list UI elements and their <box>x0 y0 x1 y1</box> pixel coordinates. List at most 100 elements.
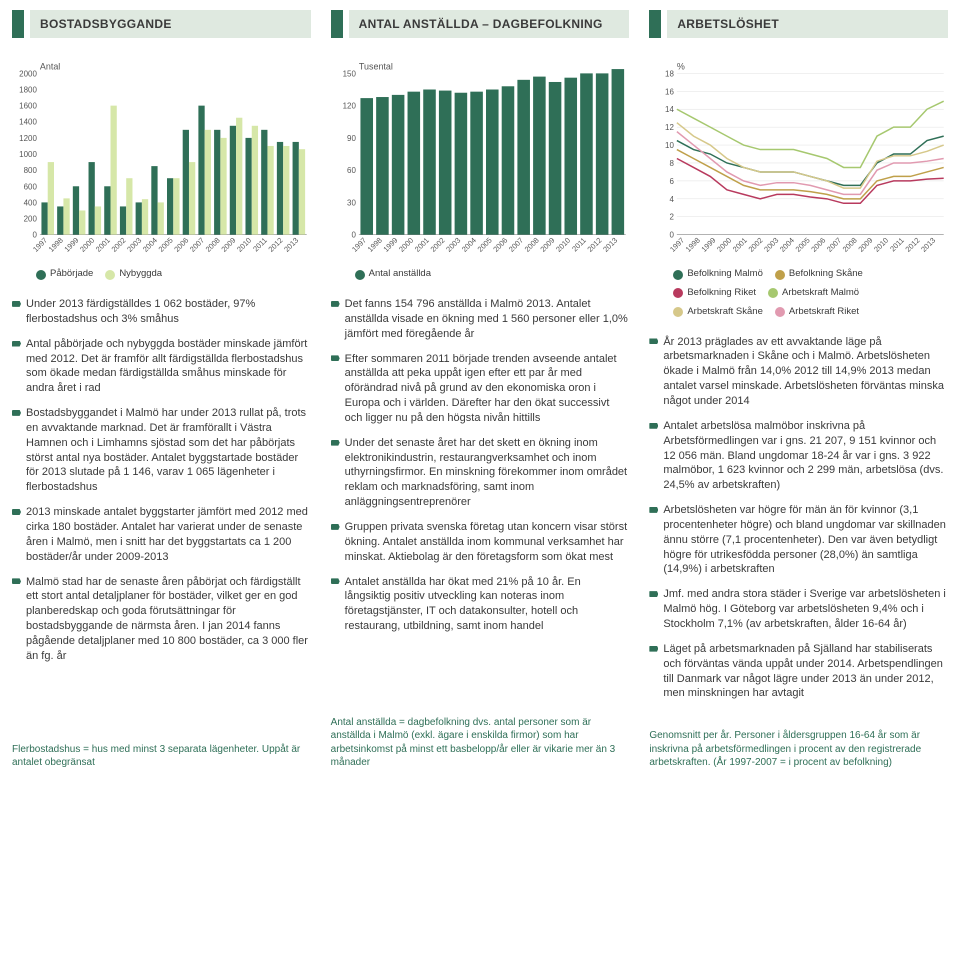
bullets-col1: Under 2013 färdigställdes 1 062 bostäder… <box>12 297 311 674</box>
legend-label: Nybyggda <box>119 268 162 281</box>
svg-text:2001: 2001 <box>94 236 112 254</box>
bullet-item: Antalet anställda har ökat med 21% på 10… <box>331 575 630 634</box>
header-tab: ANTAL ANSTÄLLDA – DAGBEFOLKNING <box>331 10 630 38</box>
legend-item: Nybyggda <box>105 268 162 281</box>
legend-label: Antal anställda <box>369 268 431 281</box>
svg-text:120: 120 <box>342 102 356 111</box>
svg-text:2: 2 <box>670 213 675 222</box>
svg-text:150: 150 <box>342 70 356 79</box>
bullet-item: Under det senaste året har det skett en … <box>331 436 630 510</box>
svg-text:1000: 1000 <box>19 150 37 159</box>
legend-label: Påbörjade <box>50 268 93 281</box>
svg-text:2000: 2000 <box>19 70 37 79</box>
svg-text:%: % <box>677 62 685 72</box>
svg-text:2013: 2013 <box>920 236 938 254</box>
legend-swatch <box>673 307 683 317</box>
svg-text:2004: 2004 <box>778 236 796 254</box>
bullet-item: Jmf. med andra stora städer i Sverige va… <box>649 587 948 632</box>
legend-item: Befolkning Skåne <box>775 268 863 281</box>
svg-text:2012: 2012 <box>266 236 284 254</box>
svg-text:2006: 2006 <box>491 236 509 254</box>
svg-text:2006: 2006 <box>810 236 828 254</box>
svg-text:10: 10 <box>665 141 674 150</box>
svg-text:2004: 2004 <box>141 236 159 254</box>
svg-text:2009: 2009 <box>219 236 237 254</box>
svg-text:1400: 1400 <box>19 118 37 127</box>
svg-text:16: 16 <box>665 87 674 96</box>
svg-text:2001: 2001 <box>731 236 749 254</box>
col-bostadsbyggande: BOSTADSBYGGANDE Antal0200400600800100012… <box>12 10 311 770</box>
svg-text:2003: 2003 <box>763 236 781 254</box>
chart-anstallda: Tusental03060901201501997199819992000200… <box>331 54 630 264</box>
bullet-item: Antal påbörjade och nybyggda bostäder mi… <box>12 337 311 396</box>
svg-text:2005: 2005 <box>794 236 812 254</box>
svg-text:2008: 2008 <box>841 236 859 254</box>
legend-swatch <box>775 270 785 280</box>
svg-text:1999: 1999 <box>700 236 718 254</box>
bullet-item: Det fanns 154 796 anställda i Malmö 2013… <box>331 297 630 342</box>
header-tab: ARBETSLÖSHET <box>649 10 948 38</box>
svg-text:2002: 2002 <box>428 236 446 254</box>
svg-text:2010: 2010 <box>235 236 253 254</box>
legend-swatch <box>673 270 683 280</box>
svg-text:1999: 1999 <box>62 236 80 254</box>
svg-text:2009: 2009 <box>538 236 556 254</box>
svg-text:1998: 1998 <box>365 236 383 254</box>
svg-text:60: 60 <box>347 166 356 175</box>
bullet-item: Under 2013 färdigställdes 1 062 bostäder… <box>12 297 311 327</box>
footnote-col3: Genomsnitt per år. Personer i åldersgrup… <box>649 711 948 770</box>
svg-text:2007: 2007 <box>825 236 843 254</box>
tab-label: ANTAL ANSTÄLLDA – DAGBEFOLKNING <box>349 10 630 38</box>
legend-swatch <box>36 270 46 280</box>
legend-col3: Befolkning Malmö Befolkning Skåne Befolkni… <box>673 268 948 318</box>
svg-text:30: 30 <box>347 199 356 208</box>
bullet-item: Läget på arbetsmarknaden på Själland har… <box>649 642 948 701</box>
svg-text:600: 600 <box>24 182 38 191</box>
legend-item: Påbörjade <box>36 268 93 281</box>
footnote-col2: Antal anställda = dagbefolkning dvs. ant… <box>331 698 630 770</box>
legend-label: Arbetskraft Malmö <box>782 287 859 300</box>
svg-text:400: 400 <box>24 199 38 208</box>
legend-label: Befolkning Malmö <box>687 268 763 281</box>
svg-text:2000: 2000 <box>397 236 415 254</box>
svg-text:0: 0 <box>351 231 356 240</box>
svg-text:2010: 2010 <box>872 236 890 254</box>
legend-swatch <box>673 288 683 298</box>
legend-col2: Antal anställda <box>355 268 630 281</box>
legend-label: Befolkning Riket <box>687 287 756 300</box>
svg-text:0: 0 <box>32 231 37 240</box>
svg-text:2000: 2000 <box>78 236 96 254</box>
chart-arbetsloshet: %024681012141618199719981999200020012002… <box>649 54 948 264</box>
legend-item: Arbetskraft Riket <box>775 306 859 319</box>
three-column-layout: BOSTADSBYGGANDE Antal0200400600800100012… <box>12 10 948 770</box>
bullet-item: 2013 minskade antalet byggstarter jämför… <box>12 505 311 564</box>
svg-text:4: 4 <box>670 195 675 204</box>
legend-swatch <box>105 270 115 280</box>
svg-text:0: 0 <box>670 231 675 240</box>
svg-text:2011: 2011 <box>889 236 907 254</box>
svg-text:2003: 2003 <box>444 236 462 254</box>
bullet-item: Gruppen privata svenska företag utan kon… <box>331 520 630 565</box>
svg-text:2005: 2005 <box>157 236 175 254</box>
legend-swatch <box>775 307 785 317</box>
footnote-col1: Flerbostadshus = hus med minst 3 separat… <box>12 725 311 770</box>
svg-text:2013: 2013 <box>601 236 619 254</box>
tab-label: ARBETSLÖSHET <box>667 10 948 38</box>
svg-text:1998: 1998 <box>684 236 702 254</box>
svg-text:2006: 2006 <box>172 236 190 254</box>
svg-text:2007: 2007 <box>188 236 206 254</box>
svg-text:2010: 2010 <box>554 236 572 254</box>
svg-text:2004: 2004 <box>460 236 478 254</box>
bullet-item: Bostadsbyggandet i Malmö har under 2013 … <box>12 406 311 495</box>
svg-text:90: 90 <box>347 134 356 143</box>
legend-label: Arbetskraft Riket <box>789 306 859 319</box>
legend-swatch <box>768 288 778 298</box>
svg-text:800: 800 <box>24 166 38 175</box>
legend-item: Befolkning Malmö <box>673 268 763 281</box>
tab-accent-bar <box>331 10 343 38</box>
svg-text:1998: 1998 <box>47 236 65 254</box>
svg-text:2013: 2013 <box>282 236 300 254</box>
svg-text:200: 200 <box>24 215 38 224</box>
svg-text:2012: 2012 <box>904 236 922 254</box>
svg-text:14: 14 <box>665 105 674 114</box>
